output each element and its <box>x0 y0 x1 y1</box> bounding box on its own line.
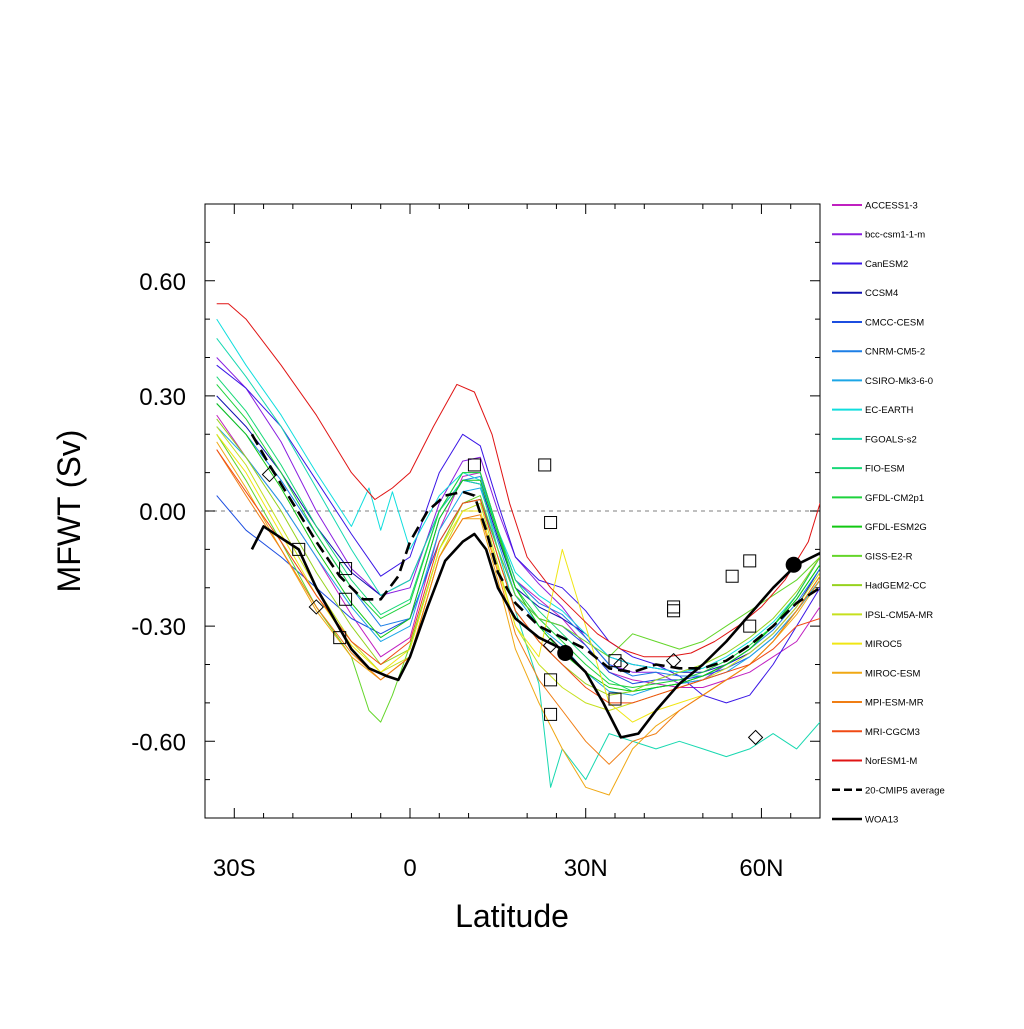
legend-label: bcc-csm1-1-m <box>865 230 925 241</box>
legend-label: EC-EARTH <box>865 405 914 416</box>
square-marker <box>544 673 558 687</box>
series-line-woa13 <box>250 525 820 739</box>
legend-label: GFDL-ESM2G <box>865 522 927 533</box>
y-tick-label: 0.30 <box>139 384 186 411</box>
series-line-cnrm-cm5-2 <box>216 403 820 677</box>
square-marker <box>608 654 622 668</box>
y-tick-label: -0.60 <box>131 729 186 756</box>
square-marker <box>292 542 306 556</box>
square-marker <box>544 516 558 530</box>
square-marker <box>667 604 681 618</box>
series-line-hadgem2-cc <box>216 418 820 696</box>
x-tick-label: 0 <box>403 855 416 882</box>
series-line-fgoals-s2 <box>216 337 820 788</box>
square-marker <box>544 707 558 721</box>
square-marker <box>467 458 481 472</box>
series-line-mpi-esm-mr <box>216 449 820 765</box>
legend-label: CCSM4 <box>865 288 898 299</box>
legend-label: 20-CMIP5 average <box>865 785 945 796</box>
series-line-20-cmip5-average <box>250 433 820 674</box>
legend-label: WOA13 <box>865 815 898 826</box>
series-line-noresm1-m <box>216 303 820 658</box>
series-line-gfdl-esm2g <box>216 403 820 692</box>
legend-label: CSIRO-Mk3-6-0 <box>865 376 933 387</box>
legend-label: CMCC-CESM <box>865 317 924 328</box>
legend-label: NorESM1-M <box>865 756 917 767</box>
diamond-marker <box>665 652 682 669</box>
axis-ticks: 30S 0 30N 60N 0.60 0.30 0.00 -0.30 -0.60 <box>131 203 821 882</box>
y-tick-label: -0.30 <box>131 614 186 641</box>
legend-label: GFDL-CM2p1 <box>865 493 924 504</box>
legend-label: GISS-E2-R <box>865 551 913 562</box>
square-marker <box>333 631 347 645</box>
series-line-mri-cgcm3 <box>216 449 820 704</box>
square-marker <box>339 562 353 576</box>
square-marker <box>743 619 757 633</box>
square-marker <box>667 600 681 614</box>
circle-marker <box>785 556 802 573</box>
square-marker <box>339 592 353 606</box>
legend-label: MIROC-ESM <box>865 668 921 679</box>
diamond-marker <box>308 599 324 615</box>
diamond-marker <box>613 656 629 673</box>
diamond-marker <box>261 466 278 483</box>
x-tick-label: 30N <box>564 855 608 882</box>
x-tick-label: 60N <box>739 855 783 882</box>
x-tick-label: 30S <box>213 855 256 882</box>
legend-label: CNRM-CM5-2 <box>865 347 925 358</box>
series-line-ec-earth <box>216 318 820 673</box>
legend-label: IPSL-CM5A-MR <box>865 610 933 621</box>
marker-layer <box>261 458 802 746</box>
y-tick-label: 0.60 <box>139 269 186 296</box>
square-marker <box>725 569 739 583</box>
series-line-access1-3 <box>216 414 820 688</box>
diamond-marker <box>542 637 559 654</box>
y-axis-label: MFWT (Sv) <box>51 430 87 593</box>
legend-label: MPI-ESM-MR <box>865 698 924 709</box>
square-marker <box>538 458 552 472</box>
legend-label: MRI-CGCM3 <box>865 727 920 738</box>
square-marker <box>743 554 757 568</box>
series-line-canesm2 <box>216 364 820 704</box>
legend-label: FGOALS-s2 <box>865 434 917 445</box>
legend-label: MIROC5 <box>865 639 902 650</box>
legend-label: FIO-ESM <box>865 464 905 475</box>
legend: ACCESS1-3 bcc-csm1-1-m CanESM2 CCSM4 CMCC-CE… <box>832 201 945 826</box>
legend-label: CanESM2 <box>865 259 908 270</box>
circle-marker <box>557 644 574 661</box>
series-line-gfdl-cm2p1 <box>216 384 820 688</box>
diamond-marker <box>747 729 764 746</box>
series-layer <box>216 303 820 796</box>
series-line-giss-e2-r <box>216 434 820 723</box>
square-marker <box>608 692 622 706</box>
legend-label: ACCESS1-3 <box>865 201 918 212</box>
y-tick-label: 0.00 <box>139 499 186 526</box>
legend-label: HadGEM2-CC <box>865 581 926 592</box>
x-axis-label: Latitude <box>455 898 569 934</box>
